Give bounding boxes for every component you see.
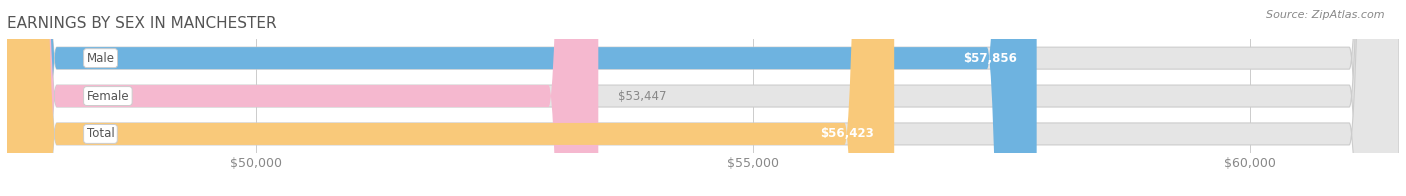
Text: Total: Total (87, 127, 114, 140)
Text: $56,423: $56,423 (821, 127, 875, 140)
FancyBboxPatch shape (7, 0, 1399, 196)
FancyBboxPatch shape (7, 0, 1399, 196)
Text: Source: ZipAtlas.com: Source: ZipAtlas.com (1267, 10, 1385, 20)
FancyBboxPatch shape (7, 0, 599, 196)
FancyBboxPatch shape (7, 0, 1399, 196)
FancyBboxPatch shape (7, 0, 1036, 196)
Text: $53,447: $53,447 (619, 90, 666, 103)
FancyBboxPatch shape (7, 0, 894, 196)
Text: Male: Male (87, 52, 114, 65)
Text: Female: Female (87, 90, 129, 103)
Text: EARNINGS BY SEX IN MANCHESTER: EARNINGS BY SEX IN MANCHESTER (7, 16, 277, 31)
Text: $57,856: $57,856 (963, 52, 1017, 65)
